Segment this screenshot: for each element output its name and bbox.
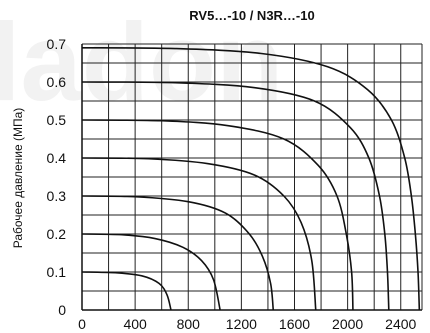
- y-tick-label: 0.2: [47, 226, 67, 242]
- y-tick-labels: 0 0.1 0.2 0.3 0.4 0.5 0.6 0.7: [47, 36, 67, 318]
- curve-3: [81, 195, 275, 311]
- y-tick-label: 0.3: [47, 188, 67, 204]
- curve-2: [81, 233, 221, 311]
- x-tick-label: 0: [78, 316, 86, 332]
- x-tick-label: 1200: [226, 316, 257, 332]
- curve-7: [81, 47, 421, 311]
- curve-4: [81, 157, 317, 311]
- y-tick-label: 0.6: [47, 74, 67, 90]
- y-tick-label: 0.7: [47, 36, 67, 52]
- y-tick-label: 0.1: [47, 264, 67, 280]
- curves: [81, 47, 421, 311]
- x-tick-label: 800: [177, 316, 201, 332]
- x-tick-label: 2400: [385, 316, 416, 332]
- curve-6: [81, 81, 390, 311]
- y-tick-label: 0.4: [47, 150, 67, 166]
- curve-5: [81, 119, 354, 311]
- x-tick-label: 400: [123, 316, 147, 332]
- y-tick-label: 0: [58, 302, 66, 318]
- grid: [81, 43, 423, 311]
- x-tick-labels: 0 400 800 1200 1600 2000 2400: [78, 316, 416, 332]
- chart-title: RV5…-10 / N3R…-10: [189, 8, 314, 23]
- y-axis-label: Рабочее давление (МПа): [11, 108, 25, 249]
- x-tick-label: 2000: [332, 316, 363, 332]
- x-tick-label: 1600: [279, 316, 310, 332]
- curve-1: [81, 271, 172, 311]
- y-tick-label: 0.5: [47, 112, 67, 128]
